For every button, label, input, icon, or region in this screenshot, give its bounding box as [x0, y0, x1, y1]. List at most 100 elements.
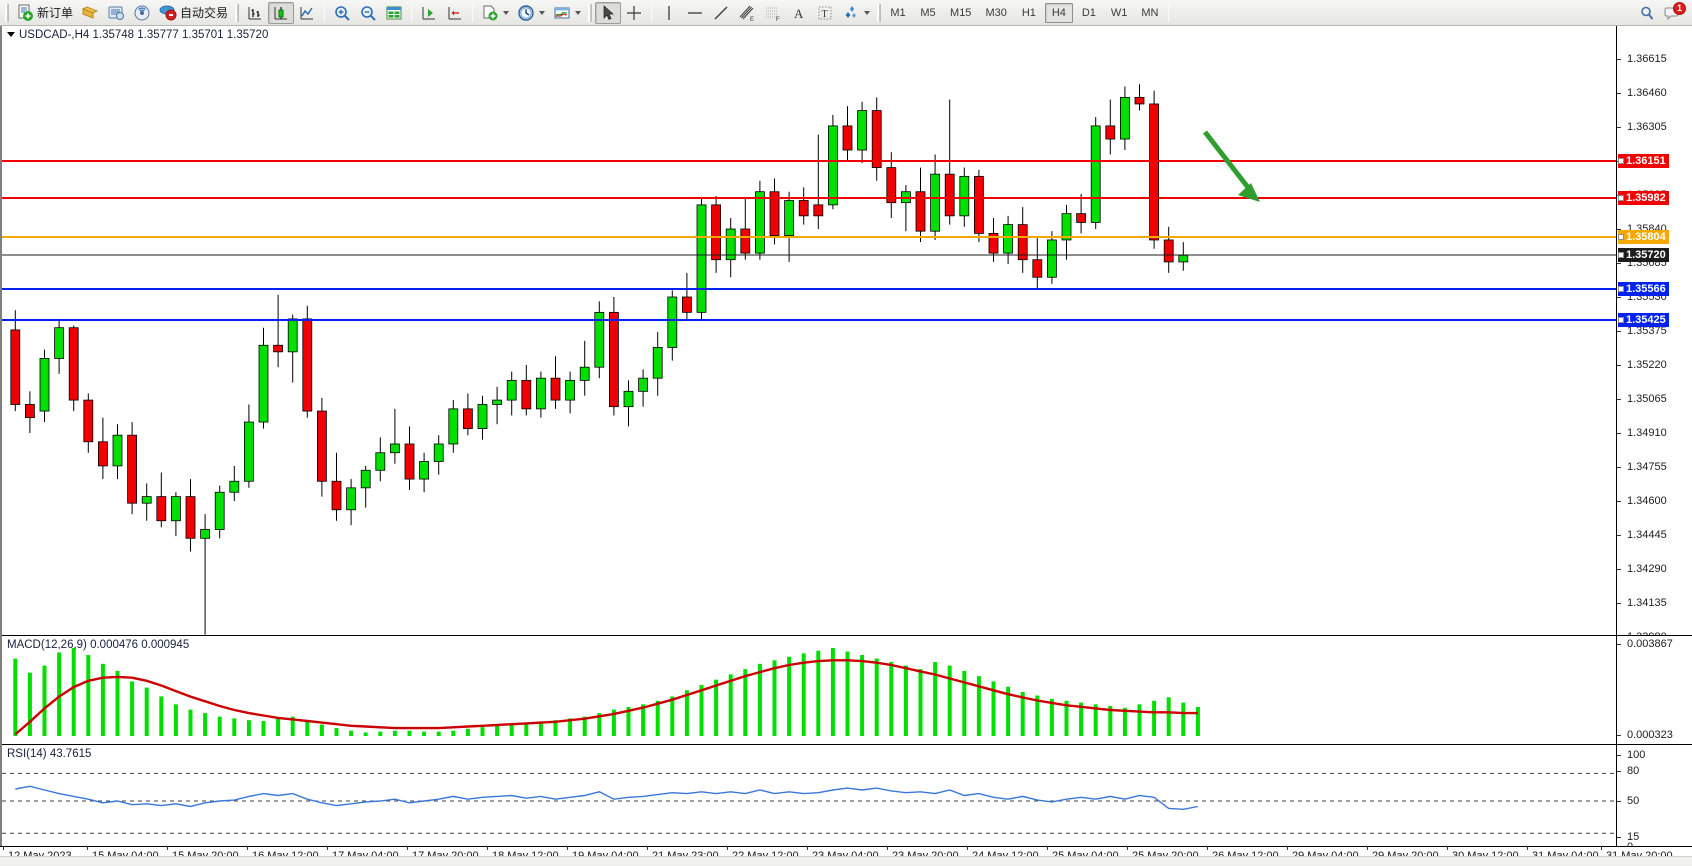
new-order-button[interactable]: 新订单: [12, 2, 77, 24]
trendline-button[interactable]: [708, 2, 734, 24]
timeframe-w1[interactable]: W1: [1110, 6, 1128, 19]
indicator-button[interactable]: [549, 2, 585, 24]
auto-trading-button[interactable]: 自动交易: [155, 2, 232, 24]
macd-bar: [13, 658, 18, 736]
toolbar-grip-3[interactable]: [588, 3, 593, 22]
timeframe-m15[interactable]: M15: [950, 6, 972, 19]
level-handle[interactable]: [1618, 286, 1624, 292]
macd-pane[interactable]: MACD(12,26,9) 0.000476 0.000945 0.003867…: [2, 635, 1692, 744]
candle-chart-button[interactable]: [268, 1, 295, 24]
rsi-line: [15, 785, 1199, 811]
cursor-button[interactable]: [595, 1, 622, 24]
timeframe-h1[interactable]: H1: [1021, 6, 1036, 19]
timeframe-m1[interactable]: M1: [890, 6, 906, 19]
macd-bar: [436, 731, 441, 736]
timeframe-mn[interactable]: MN: [1141, 6, 1159, 19]
candle-body: [711, 204, 721, 261]
chart-shift-icon: [420, 4, 438, 22]
level-price: 1.35804: [1626, 231, 1666, 243]
search-button[interactable]: [1634, 2, 1660, 24]
macd-bar: [991, 681, 996, 736]
macd-plot[interactable]: [2, 636, 1616, 744]
level-handle[interactable]: [1618, 158, 1624, 164]
vertical-line-button[interactable]: [656, 2, 682, 24]
level-tag-support-2[interactable]: 1.35425: [1618, 313, 1669, 327]
horizontal-line-button[interactable]: [682, 2, 708, 24]
level-handle[interactable]: [1618, 195, 1624, 201]
rsi-pane[interactable]: RSI(14) 43.7615 1008050150: [2, 744, 1692, 853]
text-label-button[interactable]: T: [812, 2, 838, 24]
candle-body: [1134, 96, 1145, 105]
timeframe-d1[interactable]: D1: [1081, 6, 1096, 19]
macd-bar: [1122, 707, 1127, 736]
period-button[interactable]: [513, 2, 549, 24]
rsi-scale[interactable]: 1008050150: [1616, 745, 1692, 853]
rsi-plot[interactable]: [2, 745, 1616, 846]
candle-body: [550, 377, 561, 401]
signal-button[interactable]: [129, 2, 155, 24]
text-button[interactable]: A: [786, 2, 812, 24]
macd-bar: [451, 730, 456, 736]
candle-body: [316, 410, 327, 482]
candle-body: [638, 377, 648, 392]
macd-bar: [144, 687, 149, 736]
candle-body: [375, 452, 386, 471]
timeframe-m5[interactable]: M5: [920, 6, 936, 19]
level-tag-resistance-2[interactable]: 1.35982: [1618, 191, 1669, 205]
crosshair-button[interactable]: [621, 2, 647, 24]
template-dropdown-arrow[interactable]: [503, 10, 510, 15]
shapes-dropdown-arrow[interactable]: [864, 10, 871, 15]
alerts-button[interactable]: 1: [1660, 1, 1686, 24]
price-plot[interactable]: [2, 26, 1616, 635]
data-window-button[interactable]: [381, 2, 407, 24]
macd-bar: [962, 670, 967, 736]
auto-scroll-button[interactable]: [442, 2, 468, 24]
level-handle[interactable]: [1618, 317, 1624, 323]
candle-body: [988, 232, 999, 254]
macd-scale[interactable]: 0.003867 0.000323: [1616, 636, 1692, 744]
chart-shift-button[interactable]: [416, 2, 442, 24]
timeframe-h4[interactable]: H4: [1044, 2, 1073, 23]
level-handle[interactable]: [1618, 234, 1624, 240]
chart-container[interactable]: USDCAD-,H4 1.35748 1.35777 1.35701 1.357…: [0, 26, 1692, 853]
toolbar-grip[interactable]: [5, 3, 9, 22]
macd-bar: [684, 690, 689, 736]
level-tag-resistance-1[interactable]: 1.36151: [1618, 154, 1669, 168]
level-tag-pivot[interactable]: 1.35804: [1618, 230, 1669, 244]
history-folder-button[interactable]: [77, 2, 103, 24]
macd-chart: [13, 648, 1200, 736]
timeframe-m30[interactable]: M30: [985, 6, 1007, 19]
symbol-dropdown-icon[interactable]: [7, 32, 15, 38]
fibonacci-button[interactable]: F: [760, 2, 786, 24]
macd-bar: [699, 684, 704, 736]
level-handle[interactable]: [1618, 252, 1624, 258]
symbol-header[interactable]: USDCAD-,H4 1.35748 1.35777 1.35701 1.357…: [7, 29, 268, 41]
equidistant-channel-button[interactable]: E: [734, 2, 760, 24]
level-tag-bid-line[interactable]: 1.35720: [1618, 248, 1669, 262]
toolbar-grip-2[interactable]: [235, 3, 240, 22]
shapes-button[interactable]: [838, 2, 874, 24]
macd-bar: [801, 653, 806, 736]
terminal-button[interactable]: [103, 2, 129, 24]
candle-body: [915, 191, 926, 232]
bar-chart-button[interactable]: [242, 2, 268, 24]
price-tick: 1.34910: [1617, 427, 1692, 440]
macd-bar: [538, 721, 543, 736]
price-scale[interactable]: 1.366151.364601.363051.361511.359951.358…: [1616, 26, 1692, 643]
candle-body: [667, 296, 678, 348]
price-pane[interactable]: USDCAD-,H4 1.35748 1.35777 1.35701 1.357…: [2, 26, 1692, 643]
period-dropdown-arrow[interactable]: [539, 10, 546, 15]
line-chart-button[interactable]: [294, 2, 320, 24]
indicator-dropdown-arrow[interactable]: [575, 10, 582, 15]
template-button[interactable]: [477, 2, 513, 24]
zoom-out-button[interactable]: [355, 2, 381, 24]
price-tick: 1.35065: [1617, 393, 1692, 406]
level-tag-support-1[interactable]: 1.35566: [1618, 282, 1669, 296]
zoom-in-button[interactable]: [329, 2, 355, 24]
macd-bar: [1137, 704, 1142, 736]
macd-bar: [115, 670, 120, 736]
toolbar-grip-4[interactable]: [877, 3, 882, 22]
down-arrow-annotation[interactable]: [1203, 130, 1260, 202]
candle-body: [886, 167, 897, 204]
